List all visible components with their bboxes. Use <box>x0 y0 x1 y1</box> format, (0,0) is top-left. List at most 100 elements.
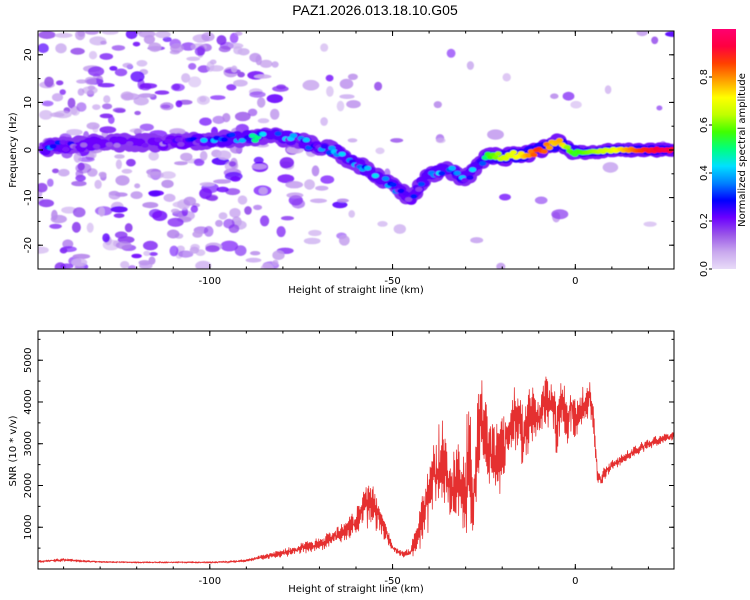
snr-series-line <box>38 376 674 564</box>
noise-blob <box>651 36 659 45</box>
ridge-blob <box>274 131 282 137</box>
noise-blob <box>551 209 569 220</box>
colorbar-label: Normalized spectral amplitude <box>737 73 748 227</box>
noise-blob <box>393 224 406 234</box>
noise-blob <box>233 79 248 87</box>
noise-blob <box>103 95 111 104</box>
noise-blob <box>260 263 274 269</box>
noise-blob <box>147 171 164 179</box>
noise-blob <box>66 129 83 136</box>
noise-blob <box>213 179 232 184</box>
noise-blob <box>311 165 320 177</box>
spectrogram-x-label: Height of straight line (km) <box>288 285 424 296</box>
noise-blob <box>230 176 241 182</box>
ridge-blob <box>259 131 267 137</box>
noise-blob <box>160 102 174 111</box>
noise-blob <box>194 46 205 56</box>
colorbar-tick-label: 0.8 <box>699 69 710 85</box>
y-tick-label: 20 <box>23 48 34 61</box>
noise-blob <box>346 100 361 109</box>
noise-blob <box>99 126 117 134</box>
noise-blob <box>167 217 184 227</box>
noise-blob <box>291 198 305 209</box>
noise-blob <box>325 74 334 82</box>
noise-blob <box>148 151 159 161</box>
noise-blob <box>247 108 258 117</box>
noise-blob <box>133 96 149 106</box>
noise-blob <box>72 253 91 260</box>
noise-blob <box>122 62 133 68</box>
noise-blob <box>470 237 484 244</box>
colorbar: 0.0 0.2 0.4 0.6 0.8 Normalized spectral ampl… <box>699 29 748 277</box>
noise-blob <box>86 222 94 233</box>
noise-blob <box>496 262 506 269</box>
noise-blob <box>435 137 446 144</box>
noise-blob <box>196 95 210 105</box>
noise-blob <box>72 207 86 218</box>
noise-blob <box>97 83 115 88</box>
x-tick-label: -100 <box>198 576 221 587</box>
spectrogram-y-label: Frequency (Hz) <box>8 112 19 188</box>
noise-blob <box>110 206 128 213</box>
ridge-blob <box>177 141 185 147</box>
noise-blob <box>139 123 154 131</box>
noise-blob <box>134 110 141 116</box>
noise-blob <box>186 56 201 61</box>
noise-blob <box>120 91 134 101</box>
ridge-blob <box>530 152 538 158</box>
noise-blob <box>50 214 67 224</box>
noise-blob <box>169 128 186 135</box>
noise-blob <box>270 108 280 120</box>
noise-blob <box>138 260 151 266</box>
noise-blob <box>47 178 54 187</box>
noise-blob <box>303 237 321 245</box>
y-tick-label: 10 <box>23 96 34 109</box>
noise-blob <box>38 31 56 39</box>
y-tick-label: 1000 <box>23 515 34 540</box>
y-tick-label: -20 <box>23 237 34 253</box>
noise-blob <box>125 31 138 40</box>
noise-blob <box>130 71 145 82</box>
noise-blob <box>199 182 215 187</box>
noise-blob <box>245 257 262 263</box>
noise-blob <box>201 32 215 42</box>
noise-blob <box>375 147 385 155</box>
x-tick-label: 0 <box>572 276 578 287</box>
noise-blob <box>131 253 142 259</box>
noise-blob <box>114 108 126 113</box>
noise-blob <box>98 206 105 217</box>
noise-blob <box>170 208 180 214</box>
ridge-blob <box>466 175 474 181</box>
snr-line-layer <box>38 376 674 564</box>
ridge-blob <box>116 136 128 145</box>
noise-blob <box>87 85 96 90</box>
noise-blob <box>272 259 279 266</box>
noise-blob <box>212 115 225 124</box>
noise-blob <box>102 103 113 110</box>
noise-blob <box>183 196 197 206</box>
noise-blob <box>347 73 358 81</box>
noise-blob <box>162 36 172 43</box>
ridge-blob <box>509 150 518 155</box>
x-tick-label: -50 <box>384 276 400 287</box>
noise-blob <box>279 157 294 169</box>
noise-blob <box>52 168 59 174</box>
ridge-blob <box>289 133 298 139</box>
noise-blob <box>320 117 328 126</box>
ridge-blob <box>389 182 397 188</box>
ridge-blob <box>556 137 564 143</box>
noise-blob <box>570 100 582 109</box>
ridge-blob <box>461 177 469 183</box>
noise-blob <box>124 223 133 233</box>
noise-blob <box>225 188 241 196</box>
noise-blob <box>336 198 349 203</box>
ridge-blob <box>405 197 413 202</box>
noise-blob <box>60 263 74 269</box>
ridge-blob <box>563 144 571 150</box>
noise-blob <box>163 193 176 202</box>
noise-blob <box>58 168 70 177</box>
noise-blob <box>148 42 162 52</box>
noise-blob <box>253 204 263 211</box>
noise-blob <box>192 230 203 238</box>
ridge-blob <box>92 144 101 149</box>
